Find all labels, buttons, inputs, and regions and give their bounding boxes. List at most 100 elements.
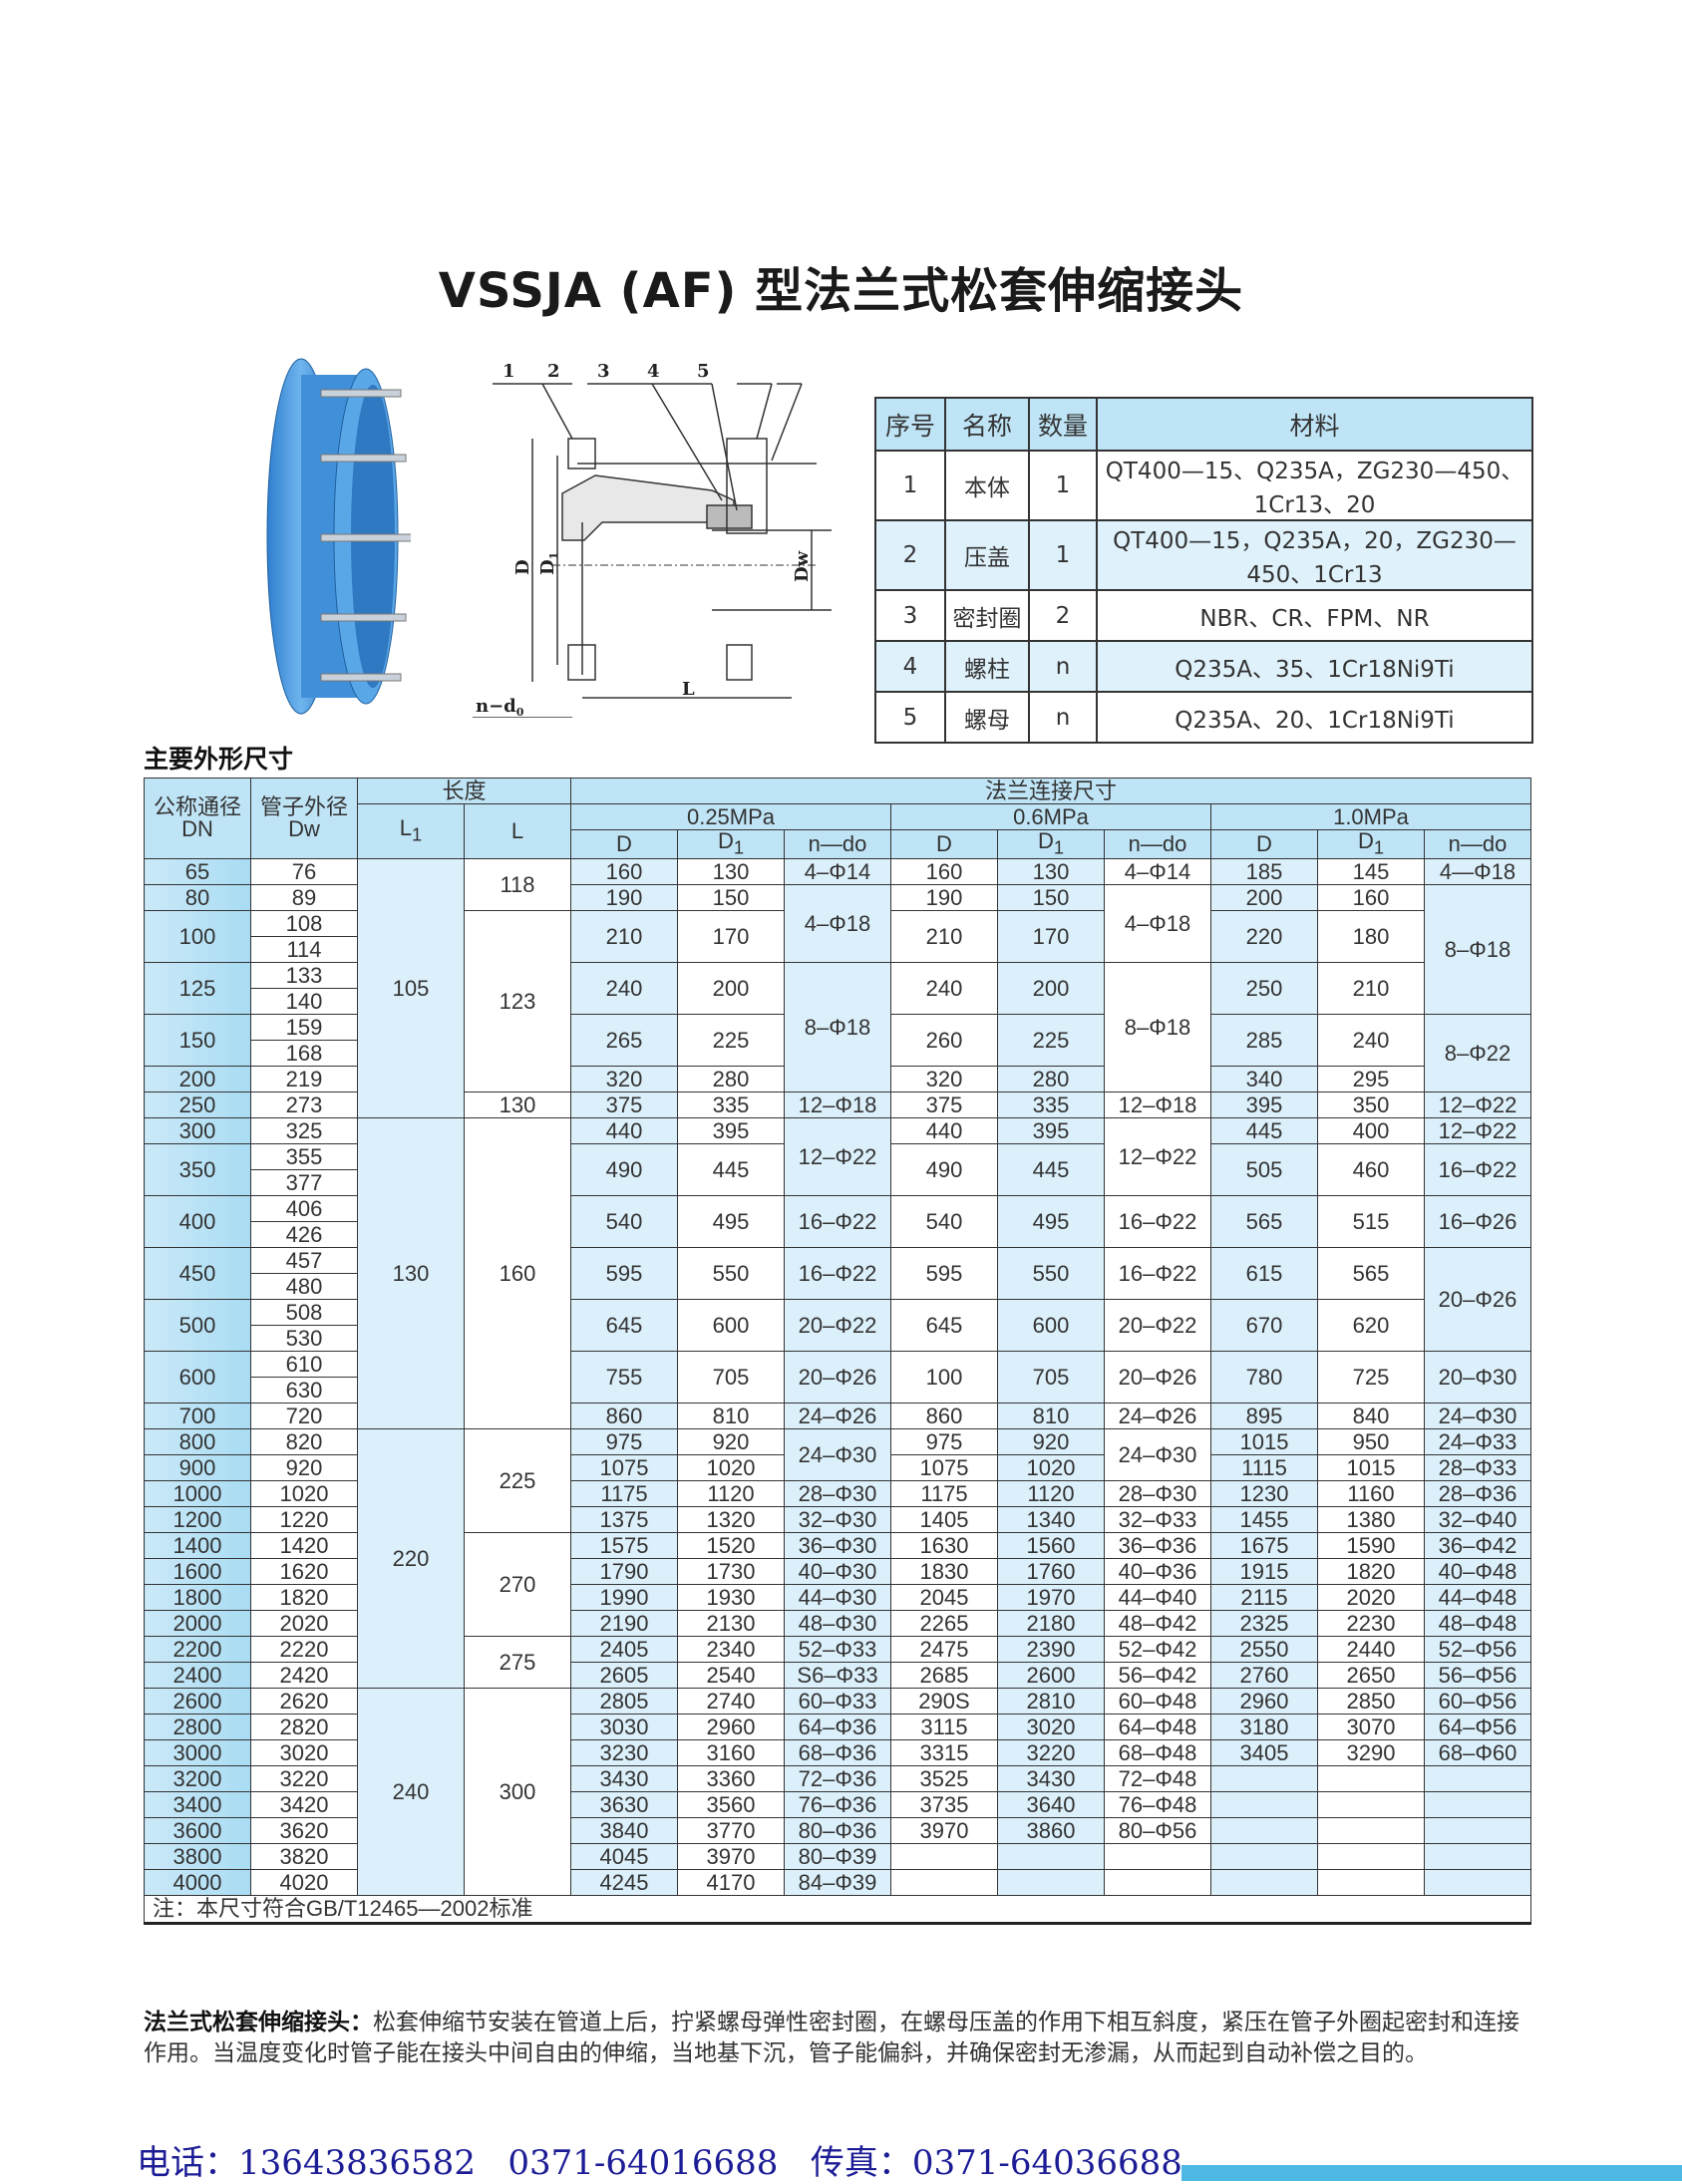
- cell-n-do-10: [1424, 1869, 1531, 1897]
- cell-d-06: 190: [890, 884, 998, 912]
- cell-d-025: 860: [570, 1403, 678, 1430]
- cell-d1-06: 170: [997, 910, 1105, 964]
- cell-d-06: 1175: [890, 1480, 998, 1508]
- cell-d-025: 440: [570, 1117, 678, 1145]
- cell-d1-025: 2130: [677, 1610, 785, 1638]
- table-row: 600 610 755 705 20–Φ26 100 705 20–Φ26 780 725 20–Φ…: [144, 1351, 1531, 1404]
- cell-l1: 105: [357, 858, 465, 1119]
- cell-d-06: 1830: [890, 1558, 998, 1586]
- table-row: 800 820 220 225 975 920 24–Φ30 975 920 24–Φ30 1015…: [144, 1428, 1531, 1690]
- table-row: 1200 1220 1375 1320 32–Φ30 1405 1340 32–Φ33 1455…: [144, 1506, 1531, 1534]
- cell-d-06: 2475: [890, 1636, 998, 1664]
- cell-n-do-10: 60–Φ56: [1424, 1688, 1531, 1716]
- cell-name: 本体: [944, 450, 1030, 521]
- callout-4: 4: [647, 361, 660, 382]
- cell-n-do-10: 8–Φ18: [1424, 884, 1531, 1016]
- callout-2: 2: [547, 361, 560, 382]
- cell-d1-06: 335: [997, 1092, 1105, 1119]
- callout-5: 5: [697, 361, 710, 382]
- cell-d-025: 540: [570, 1195, 678, 1249]
- cell-n-do-025: 12–Φ18: [784, 1092, 891, 1119]
- table-row: 700 720 860 810 24–Φ26 860 810 24–Φ26 895 840 24–Φ…: [144, 1403, 1531, 1430]
- cell-material: Q235A、35、1Cr18Ni9Ti: [1096, 640, 1533, 693]
- product-photo: [266, 358, 411, 715]
- cell-d1-06: 445: [997, 1143, 1105, 1197]
- cell-n-do-10: 12–Φ22: [1424, 1092, 1531, 1119]
- cell-dw: 2220: [250, 1636, 358, 1664]
- cell-d-10: 3180: [1210, 1714, 1318, 1741]
- cell-dw: 1420: [250, 1532, 358, 1560]
- cell-n-do-10: 36–Φ42: [1424, 1532, 1531, 1560]
- cell-dw: 140: [250, 988, 358, 1016]
- cell-dn: 3600: [144, 1817, 251, 1845]
- cell-n-do-06: 28–Φ30: [1104, 1480, 1211, 1508]
- cell-d1-025: 1930: [677, 1584, 785, 1612]
- cell-n-do-025: 84–Φ39: [784, 1869, 891, 1897]
- cell-d-10: 395: [1210, 1092, 1318, 1119]
- cell-dn: 300: [144, 1117, 251, 1145]
- cell-d1-025: 3560: [677, 1791, 785, 1819]
- cell-d1-025: 2340: [677, 1636, 785, 1664]
- cell-dw: 133: [250, 962, 358, 990]
- cell-n-do-025: 32–Φ30: [784, 1506, 891, 1534]
- cell-d1-10: 160: [1317, 884, 1425, 912]
- header-row: 公称通径 DN 管子外径 Dw 长度 法兰连接尺寸: [144, 777, 1531, 860]
- cell-name: 螺母: [944, 691, 1030, 744]
- section-drawing: 1 2 3 4 5 L n−d0 D D1 Dw: [473, 361, 832, 718]
- header-row: D D1 n—do D D1 n—do D D1 n—do: [145, 828, 1531, 860]
- cell-d-025: 2405: [570, 1636, 678, 1664]
- cell-d-06: 3315: [890, 1739, 998, 1767]
- cell-l: 300: [464, 1688, 571, 1897]
- cell-d1-06: 150: [997, 884, 1105, 912]
- cell-dn: 400: [144, 1195, 251, 1249]
- cell-n-do-10: 16–Φ22: [1424, 1143, 1531, 1197]
- cell-d-025: 1790: [570, 1558, 678, 1586]
- cell-d-06: 320: [890, 1066, 998, 1093]
- table-row: 3000 3020 3230 3160 68–Φ36 3315 3220 68–Φ48 3405…: [144, 1739, 1531, 1767]
- table-row: 2400 2420: [144, 1662, 1531, 1690]
- cell-n-do-10: 4—Φ18: [1424, 858, 1531, 886]
- cell-n-do-025: 80–Φ39: [784, 1843, 891, 1871]
- cell-d1-025: 280: [677, 1066, 785, 1093]
- cell-dw: 168: [250, 1040, 358, 1068]
- cell-d-025: 1175: [570, 1480, 678, 1508]
- cell-d-06: [890, 1843, 998, 1871]
- cell-dw: 2020: [250, 1610, 358, 1638]
- cell-d-10: 1230: [1210, 1480, 1318, 1508]
- cell-d1-10: 620: [1317, 1299, 1425, 1353]
- cell-qty: 1: [1028, 450, 1098, 521]
- materials-header-row: 序号 名称 数量 材料: [874, 397, 1533, 452]
- cell-d-025: 1575: [570, 1532, 678, 1560]
- header-dn: 公称通径 DN: [144, 777, 251, 860]
- cell-d1-06: [997, 1869, 1105, 1897]
- table-row: 530: [145, 1325, 1531, 1353]
- cell-dw: 530: [250, 1325, 358, 1353]
- cell-d1-10: 515: [1317, 1195, 1425, 1249]
- cell-d1-10: 210: [1317, 962, 1425, 1016]
- cell-d-025: 2805: [570, 1688, 678, 1716]
- cell-d-06: 645: [890, 1299, 998, 1353]
- cell-dw: 89: [250, 884, 358, 912]
- table-row: 400 406 540 495 16–Φ22 540 495 16–Φ22 565 515 16–Φ…: [144, 1195, 1531, 1249]
- cell-dw: 273: [250, 1092, 358, 1119]
- table-row: 480: [145, 1273, 1531, 1301]
- cell-dn: 600: [144, 1351, 251, 1404]
- cell-d1-06: 225: [997, 1014, 1105, 1068]
- cell-n-do-06: 80–Φ56: [1104, 1817, 1211, 1845]
- cell-d-06: 2685: [890, 1662, 998, 1690]
- cell-n-do-06: 24–Φ26: [1104, 1403, 1211, 1430]
- cell-n-do-06: 40–Φ36: [1104, 1558, 1211, 1586]
- cell-d1-06: 3640: [997, 1791, 1105, 1819]
- materials-table: 序号 名称 数量 材料 1 本体 1 QT400—15、Q235A，ZG230—450…: [874, 397, 1533, 744]
- page-title: VSSJA (AF) 型法兰式松套伸缩接头: [438, 263, 1244, 319]
- cell-d1-025: 170: [677, 910, 785, 964]
- cell-dn: 2800: [144, 1714, 251, 1741]
- cell-n-do-025: 24–Φ26: [784, 1403, 891, 1430]
- cell-d1-025: 225: [677, 1014, 785, 1068]
- table-row: 630: [145, 1377, 1531, 1404]
- cell-n-do-06: 60–Φ48: [1104, 1688, 1211, 1716]
- cell-index: 3: [874, 589, 946, 642]
- header-name: 名称: [944, 397, 1030, 452]
- cell-n-do-10: 32–Φ40: [1424, 1506, 1531, 1534]
- cell-d1-025: 4170: [677, 1869, 785, 1897]
